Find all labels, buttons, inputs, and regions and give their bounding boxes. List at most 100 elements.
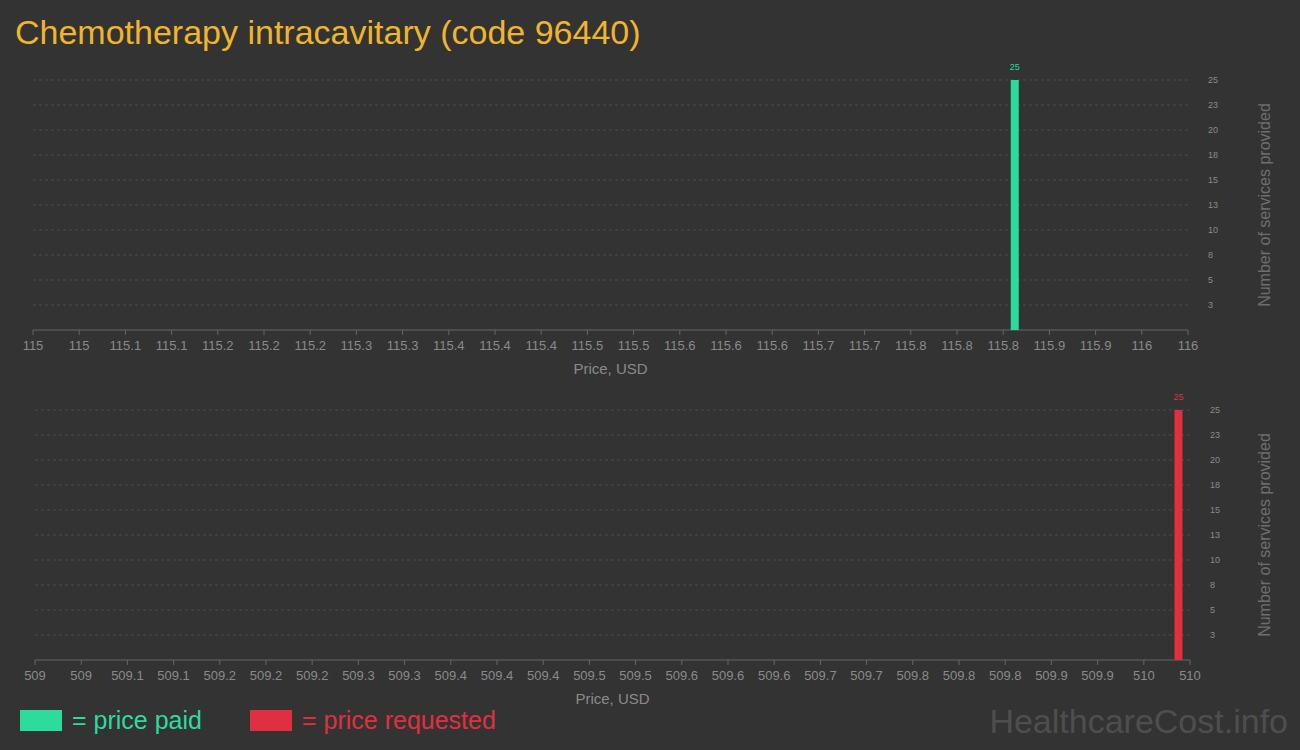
x-tick [217, 330, 218, 335]
x-tick [1143, 660, 1144, 665]
data-labels: 25 [1010, 62, 1020, 72]
x-tick [959, 660, 960, 665]
x-tick [310, 330, 311, 335]
x-tick [1051, 660, 1052, 665]
x-tick-label: 509.2 [250, 668, 283, 683]
y-tick-label: 18 [1210, 480, 1220, 490]
x-axis-label: Price, USD [573, 360, 647, 377]
x-tick-label: 115.2 [248, 338, 280, 353]
x-tick-label: 115.3 [341, 338, 373, 353]
x-tick [1005, 660, 1006, 665]
y-tick-label: 20 [1208, 125, 1218, 135]
grid-line [35, 485, 1190, 486]
grid-line [35, 435, 1190, 436]
y-tick-label: 13 [1210, 530, 1220, 540]
x-tick [1141, 330, 1142, 335]
x-tick [404, 660, 405, 665]
x-tick-label: 115.1 [156, 338, 188, 353]
x-tick [635, 660, 636, 665]
x-tick [35, 660, 36, 665]
data-labels: 25 [1173, 392, 1183, 402]
x-tick-label: 509.7 [804, 668, 837, 683]
x-tick [774, 660, 775, 665]
x-tick-label: 116 [1131, 338, 1152, 353]
y-axis-label: Number of services provided [1256, 103, 1273, 307]
x-tick [264, 330, 265, 335]
y-tick-label: 3 [1208, 300, 1213, 310]
x-axis-line [35, 660, 1190, 661]
legend: = price paid = price requested [20, 706, 496, 734]
x-tick [772, 330, 773, 335]
legend-label: = price requested [302, 706, 496, 734]
x-tick-label: 115.8 [987, 338, 1019, 353]
grid-line [35, 610, 1190, 611]
y-tick-label: 10 [1208, 225, 1218, 235]
x-tick-label: 115.5 [618, 338, 650, 353]
x-tick [171, 330, 172, 335]
data-label: 25 [1173, 392, 1183, 402]
x-tick-label: 509.9 [1035, 668, 1068, 683]
x-tick-label: 115.7 [849, 338, 881, 353]
x-tick-label: 115.9 [1080, 338, 1112, 353]
x-tick-label: 115.4 [479, 338, 511, 353]
x-tick-label: 115.2 [202, 338, 234, 353]
grid-line [35, 535, 1190, 536]
y-tick-label: 5 [1208, 275, 1213, 285]
y-tick-label: 23 [1208, 100, 1218, 110]
x-tick [820, 660, 821, 665]
x-tick-label: 509.4 [435, 668, 468, 683]
y-tick-label: 13 [1208, 200, 1218, 210]
x-tick [726, 330, 727, 335]
grid-line [35, 560, 1190, 561]
y-tick-label: 3 [1210, 630, 1215, 640]
x-tick [356, 330, 357, 335]
x-tick [266, 660, 267, 665]
x-tick [1003, 330, 1004, 335]
x-tick [864, 330, 865, 335]
legend-swatch [250, 710, 292, 731]
y-tick-label: 25 [1208, 75, 1218, 85]
x-tick [587, 330, 588, 335]
x-tick [1190, 660, 1191, 665]
x-tick-label: 509.3 [388, 668, 421, 683]
x-tick-label: 115.6 [664, 338, 696, 353]
x-tick-label: 509.6 [666, 668, 699, 683]
x-tick [173, 660, 174, 665]
x-tick [125, 330, 126, 335]
y-tick-label: 15 [1208, 175, 1218, 185]
x-tick-label: 115.1 [110, 338, 142, 353]
legend-swatch [20, 710, 62, 731]
y-tick-label: 8 [1208, 250, 1213, 260]
x-tick-label: 509 [70, 668, 92, 683]
x-tick-label: 509.6 [758, 668, 791, 683]
x-tick [910, 330, 911, 335]
y-tick-label: 20 [1210, 455, 1220, 465]
x-tick-label: 115.4 [433, 338, 465, 353]
x-tick-label: 115.5 [572, 338, 604, 353]
marks [1011, 80, 1019, 330]
bar [1174, 410, 1182, 660]
x-tick-label: 115.8 [941, 338, 973, 353]
x-tick [866, 660, 867, 665]
x-tick [1097, 660, 1098, 665]
x-tick-label: 116 [1178, 338, 1199, 353]
legend-label: = price paid [72, 706, 202, 734]
x-tick-label: 115.6 [756, 338, 788, 353]
x-tick-label: 509.1 [111, 668, 144, 683]
x-tick-label: 509.7 [850, 668, 883, 683]
chart-panel: 35810131518202325509509509.1509.1509.250… [24, 392, 1288, 740]
x-tick [957, 330, 958, 335]
x-tick-label: 115 [23, 338, 44, 353]
x-tick [219, 660, 220, 665]
y-tick-label: 5 [1210, 605, 1215, 615]
x-tick [728, 660, 729, 665]
chart-panel: Chemotherapy intracavitary (code 96440)3… [15, 13, 1273, 377]
x-axis-label: Price, USD [575, 690, 649, 707]
grid-line [35, 585, 1190, 586]
chart-root: Chemotherapy intracavitary (code 96440)3… [0, 0, 1300, 750]
grid-line [35, 460, 1190, 461]
x-tick-label: 509.9 [1081, 668, 1114, 683]
x-tick [1095, 330, 1096, 335]
x-tick-label: 509.8 [943, 668, 976, 683]
x-tick [312, 660, 313, 665]
